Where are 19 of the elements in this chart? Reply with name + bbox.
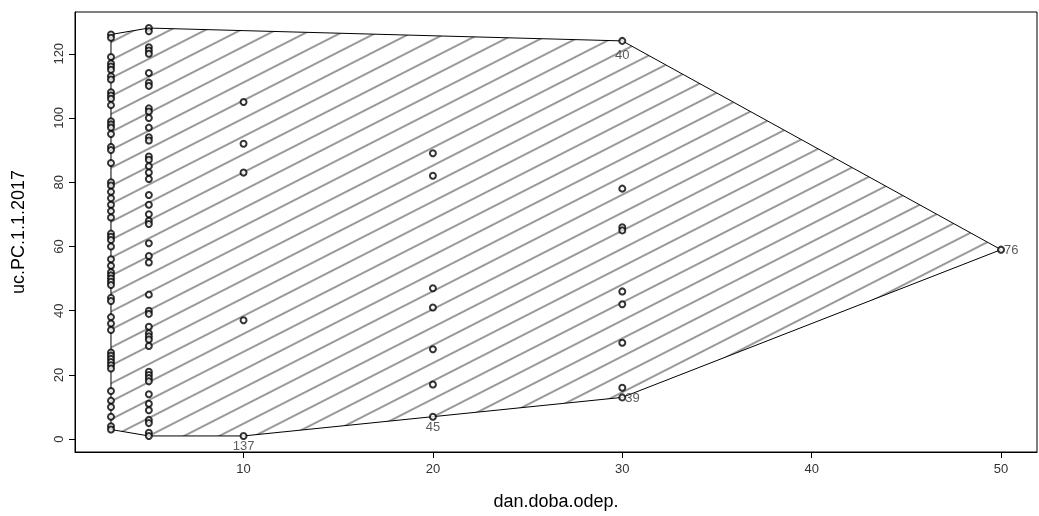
- y-tick-label: 100: [51, 107, 66, 129]
- x-tick-label: 40: [804, 461, 819, 476]
- x-axis-title: dan.doba.odep.: [493, 491, 619, 511]
- y-tick-label: 80: [51, 174, 66, 190]
- annotation: 137: [232, 437, 255, 453]
- annotation: 39: [625, 389, 640, 405]
- x-tick-label: 30: [615, 461, 630, 476]
- y-tick-label: 20: [51, 367, 66, 383]
- x-tick-label: 20: [425, 461, 441, 476]
- x-tick-label: 50: [993, 461, 1009, 476]
- annotation: 45: [425, 418, 441, 434]
- y-tick-label: 40: [51, 303, 66, 318]
- x-tick-label: 10: [236, 461, 251, 476]
- y-axis-title: uc.PC.1.1.2017: [8, 169, 28, 295]
- y-tick-label: 0: [51, 435, 66, 443]
- annotation: 40: [615, 46, 630, 62]
- annotation: 76: [1004, 242, 1019, 258]
- y-tick-label: 120: [51, 42, 66, 65]
- y-tick-label: 60: [51, 239, 66, 254]
